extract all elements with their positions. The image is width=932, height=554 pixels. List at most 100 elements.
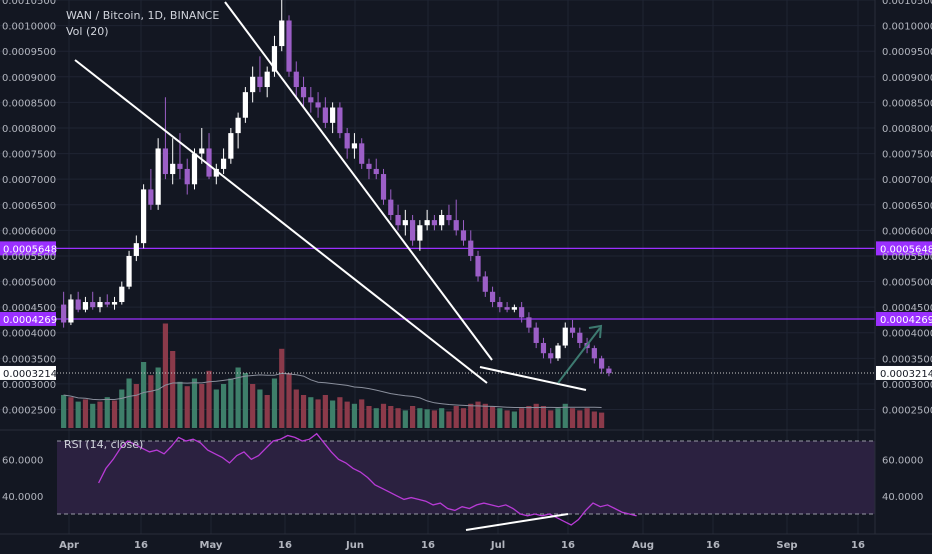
rsi-axis: 60.0000 60.0000 40.0000 40.0000 bbox=[2, 455, 923, 503]
price-tick-right: 0.0005000 bbox=[882, 278, 932, 289]
volume-bar bbox=[417, 408, 423, 428]
volume-bar bbox=[315, 399, 321, 428]
last-price-tag-right bbox=[876, 365, 932, 380]
volume-bar bbox=[511, 411, 517, 428]
candle-body bbox=[257, 76, 263, 88]
candle-body bbox=[373, 168, 379, 175]
price-tick-right: 0.0009000 bbox=[882, 73, 932, 84]
trendlines[interactable] bbox=[74, 1, 603, 391]
time-tick: Sep bbox=[776, 540, 797, 550]
time-tick: 16 bbox=[706, 540, 720, 550]
candle-body bbox=[133, 243, 139, 256]
level-label-left: 0.0005648 bbox=[3, 244, 57, 255]
volume-bar bbox=[330, 400, 336, 428]
symbol-title[interactable]: WAN / Bitcoin, 1D, BINANCE bbox=[66, 9, 219, 22]
price-axis-right[interactable]: 0.0010500 0.0010000 0.0009500 0.0009000 0.00… bbox=[882, 0, 932, 417]
time-tick: 16 bbox=[421, 540, 435, 550]
volume-bar bbox=[177, 381, 183, 428]
price-tick-left: 0.0004000 bbox=[2, 329, 56, 340]
candle-body bbox=[497, 302, 503, 308]
candle-body bbox=[126, 255, 132, 287]
rsi-tick-left: 60.0000 bbox=[2, 455, 43, 466]
candle-body bbox=[577, 332, 583, 343]
time-tick: 16 bbox=[278, 540, 292, 550]
projection-arrow-line[interactable] bbox=[557, 327, 601, 384]
candle-body bbox=[82, 302, 89, 310]
price-tick-right: 0.0006000 bbox=[882, 226, 932, 237]
candle-body bbox=[286, 20, 292, 72]
time-axis[interactable]: Apr 16 May 16 Jun 16 Jul 16 Aug 16 Sep 16 bbox=[59, 540, 865, 551]
volume-bar bbox=[380, 403, 387, 428]
volume-bar bbox=[61, 395, 67, 428]
candle-body bbox=[104, 302, 110, 305]
candle-body bbox=[141, 189, 147, 244]
volume-bar bbox=[235, 367, 241, 428]
candle-body bbox=[402, 220, 408, 226]
lower-wedge-trendline[interactable] bbox=[74, 59, 488, 384]
volume-bar bbox=[133, 384, 139, 428]
projection-arrow-head bbox=[588, 324, 603, 339]
volume-bar bbox=[475, 401, 481, 428]
candle-body bbox=[199, 148, 205, 154]
volume-bar bbox=[250, 384, 256, 428]
candle-body bbox=[111, 302, 118, 305]
price-tick-right: 0.0003000 bbox=[882, 380, 932, 391]
time-tick: Jun bbox=[345, 540, 364, 550]
rsi-divergence-trendline[interactable] bbox=[465, 513, 569, 531]
volume-bar bbox=[293, 389, 299, 428]
volume-bar bbox=[460, 408, 467, 428]
volume-bar bbox=[206, 370, 212, 428]
volume-bar bbox=[577, 410, 583, 428]
volume-bar bbox=[482, 403, 488, 428]
candle-body bbox=[293, 71, 299, 88]
candle-body bbox=[569, 327, 576, 333]
upper-wedge-trendline[interactable] bbox=[224, 1, 493, 361]
candle-body bbox=[424, 220, 430, 226]
price-tick-right: 0.0004500 bbox=[882, 303, 932, 314]
volume-bar bbox=[279, 348, 285, 428]
time-tick: 16 bbox=[851, 540, 865, 550]
volume-bar bbox=[119, 389, 125, 428]
volume-bar bbox=[97, 401, 103, 428]
volume-bar bbox=[468, 403, 474, 428]
volume-bar bbox=[431, 410, 438, 428]
level-label-left: 0.0004269 bbox=[3, 315, 57, 326]
volume-bar bbox=[220, 384, 227, 428]
candle-body bbox=[300, 87, 307, 98]
volume-bar bbox=[264, 395, 270, 428]
candle-body bbox=[264, 71, 270, 88]
level-label-right: 0.0004269 bbox=[880, 315, 932, 326]
price-tick-left: 0.0002500 bbox=[2, 406, 56, 417]
volume-bar bbox=[599, 412, 605, 428]
candle-body bbox=[90, 302, 96, 308]
price-tick-right: 0.0008500 bbox=[882, 98, 932, 109]
volume-bar bbox=[453, 406, 459, 428]
time-tick: Aug bbox=[632, 540, 654, 550]
price-tick-left: 0.0003000 bbox=[2, 380, 56, 391]
price-tick-right: 0.0010000 bbox=[882, 22, 932, 33]
volume-bar bbox=[519, 408, 525, 428]
volume-bar bbox=[271, 378, 278, 428]
volume-bar bbox=[300, 395, 307, 428]
candle-body bbox=[366, 163, 372, 169]
price-tick-left: 0.0010500 bbox=[2, 0, 56, 7]
rsi-tick-left: 40.0000 bbox=[2, 492, 43, 503]
candle-body bbox=[322, 107, 328, 123]
volume-bar bbox=[402, 410, 408, 428]
time-tick: Jul bbox=[490, 540, 505, 550]
price-tick-left: 0.0009500 bbox=[2, 47, 56, 58]
candle-body bbox=[533, 327, 539, 343]
rsi-indicator-label[interactable]: RSI (14, close) bbox=[64, 438, 143, 451]
candle-body bbox=[191, 153, 198, 185]
price-tick-right: 0.0003500 bbox=[882, 354, 932, 365]
volume-indicator-label[interactable]: Vol (20) bbox=[66, 25, 109, 38]
candle-body bbox=[431, 220, 438, 226]
support-trendline[interactable] bbox=[479, 366, 587, 391]
candle-body bbox=[395, 215, 401, 226]
volume-bar bbox=[228, 378, 234, 428]
candle-body bbox=[250, 76, 256, 93]
volume-bar bbox=[555, 408, 561, 428]
